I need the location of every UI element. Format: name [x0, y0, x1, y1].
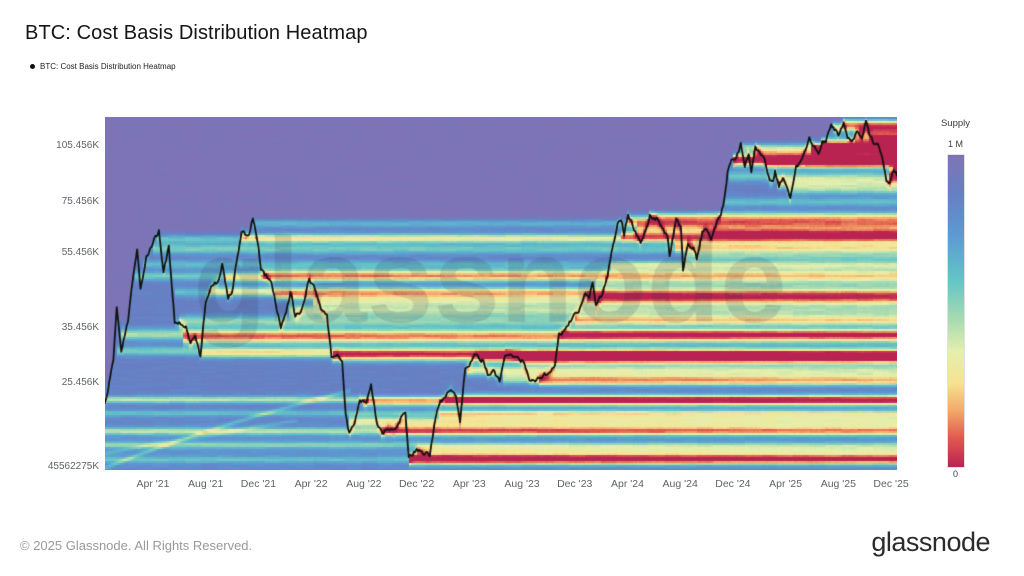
- x-axis-tick-label: Dec '24: [715, 478, 751, 490]
- y-axis-tick-label: 75.456K: [61, 195, 99, 207]
- x-axis-tick-label: Dec '21: [240, 478, 277, 490]
- x-axis-tick-label: Apr '21: [136, 478, 170, 490]
- x-axis-tick-label: Aug '22: [346, 478, 382, 490]
- x-axis-tick-label: Dec '22: [398, 478, 435, 490]
- x-axis-tick-label: Apr '24: [610, 478, 644, 490]
- page-title: BTC: Cost Basis Distribution Heatmap: [25, 22, 368, 44]
- x-axis-tick-label: Apr '23: [452, 478, 486, 490]
- y-axis-tick-label: 25.456K: [61, 377, 99, 389]
- x-axis-tick-label: Aug '23: [504, 478, 540, 490]
- x-axis-tick-label: Dec '23: [557, 478, 593, 490]
- y-axis-tick-label: 55.456K: [61, 247, 99, 259]
- colorbar-title: Supply: [940, 118, 971, 129]
- cost-basis-heatmap-canvas[interactable]: [105, 117, 897, 470]
- x-axis-tick-label: Aug '24: [662, 478, 698, 490]
- x-axis-tick-label: Apr '22: [294, 478, 328, 490]
- x-axis-tick-label: Aug '25: [820, 478, 856, 490]
- x-axis-tick-label: Apr '25: [769, 478, 803, 490]
- supply-colorbar: [947, 154, 965, 468]
- y-axis-tick-label: 35.456K: [61, 321, 99, 333]
- colorbar-max-label: 1 M: [947, 139, 963, 149]
- y-axis-tick-label: 45562275K: [47, 460, 99, 472]
- y-axis-tick-label: 105.456K: [56, 139, 99, 151]
- legend-series-label: BTC: Cost Basis Distribution Heatmap: [40, 62, 176, 71]
- legend-series-dot-icon: [30, 64, 35, 69]
- heatmap-plot-area[interactable]: [105, 117, 897, 470]
- x-axis-tick-label: Dec '25: [873, 478, 909, 490]
- legend-item[interactable]: BTC: Cost Basis Distribution Heatmap: [30, 62, 176, 71]
- x-axis-tick-label: Aug '21: [188, 478, 224, 490]
- glassnode-logo: glassnode: [871, 527, 990, 557]
- copyright-text: © 2025 Glassnode. All Rights Reserved.: [20, 538, 253, 553]
- colorbar-min-label: 0: [952, 469, 958, 479]
